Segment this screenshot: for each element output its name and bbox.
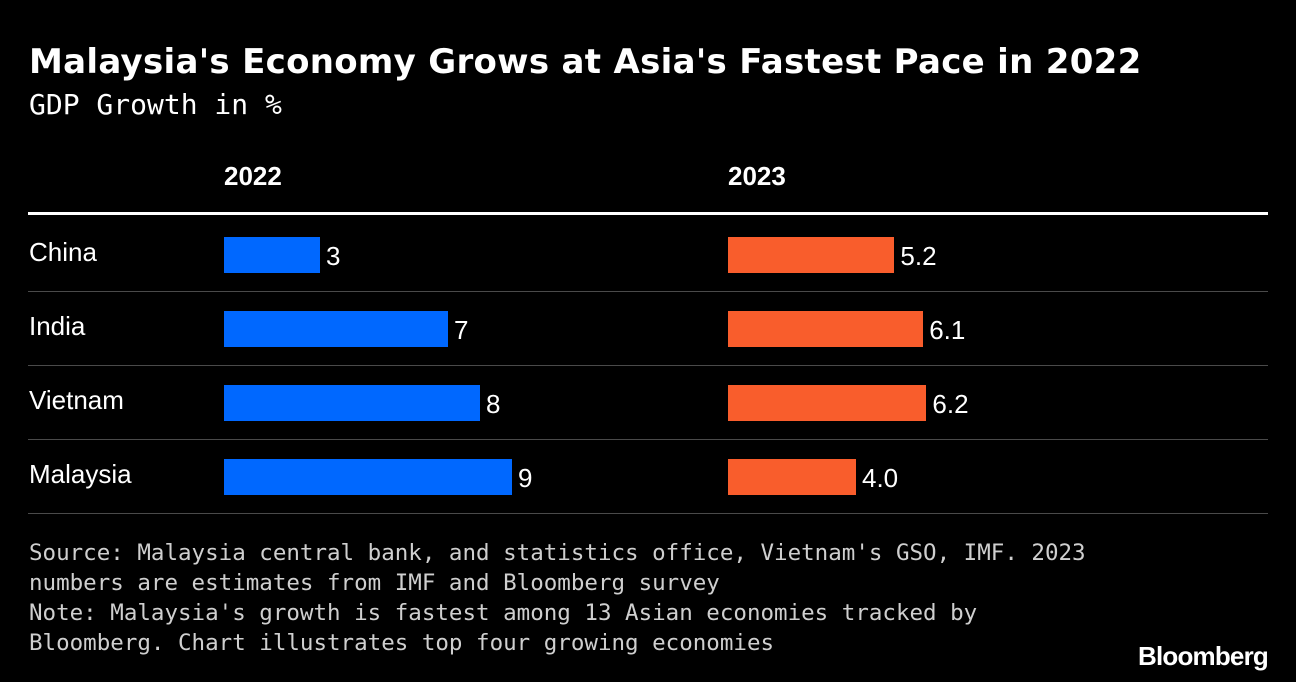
- category-label-vietnam: Vietnam: [29, 385, 124, 415]
- value-label-2022-vietnam: 8: [486, 389, 501, 419]
- category-label-china: China: [29, 237, 97, 267]
- row-divider: [28, 365, 1268, 366]
- bar-2023-china: [728, 237, 895, 273]
- bar-2023-india: [728, 311, 924, 347]
- value-label-2022-china: 3: [326, 241, 341, 271]
- footnote: Source: Malaysia central bank, and stati…: [29, 538, 1109, 658]
- source-note: Source: Malaysia central bank, and stati…: [29, 540, 1086, 596]
- header-rule: [28, 212, 1268, 215]
- row-divider: [28, 291, 1268, 292]
- row-divider: [28, 513, 1268, 514]
- category-label-india: India: [29, 311, 86, 341]
- value-label-2023-india: 6.1: [929, 315, 966, 345]
- chart-subtitle: GDP Growth in %: [29, 88, 282, 121]
- bar-2022-malaysia: [224, 459, 512, 495]
- bar-2023-malaysia: [728, 459, 856, 495]
- chart-title: Malaysia's Economy Grows at Asia's Faste…: [29, 42, 1142, 82]
- value-label-2022-india: 7: [454, 315, 469, 345]
- bar-2023-vietnam: [728, 385, 927, 421]
- chart-note: Note: Malaysia's growth is fastest among…: [29, 600, 978, 656]
- bar-2022-vietnam: [224, 385, 480, 421]
- column-header-2022: 2022: [224, 161, 282, 191]
- category-label-malaysia: Malaysia: [29, 459, 132, 489]
- value-label-2023-vietnam: 6.2: [932, 389, 969, 419]
- row-divider: [28, 439, 1268, 440]
- value-label-2023-china: 5.2: [900, 241, 937, 271]
- bloomberg-logo: Bloomberg: [1137, 641, 1269, 671]
- value-label-2022-malaysia: 9: [518, 463, 533, 493]
- value-label-2023-malaysia: 4.0: [862, 463, 899, 493]
- bar-2022-india: [224, 311, 448, 347]
- column-header-2023: 2023: [728, 161, 786, 191]
- bar-2022-china: [224, 237, 320, 273]
